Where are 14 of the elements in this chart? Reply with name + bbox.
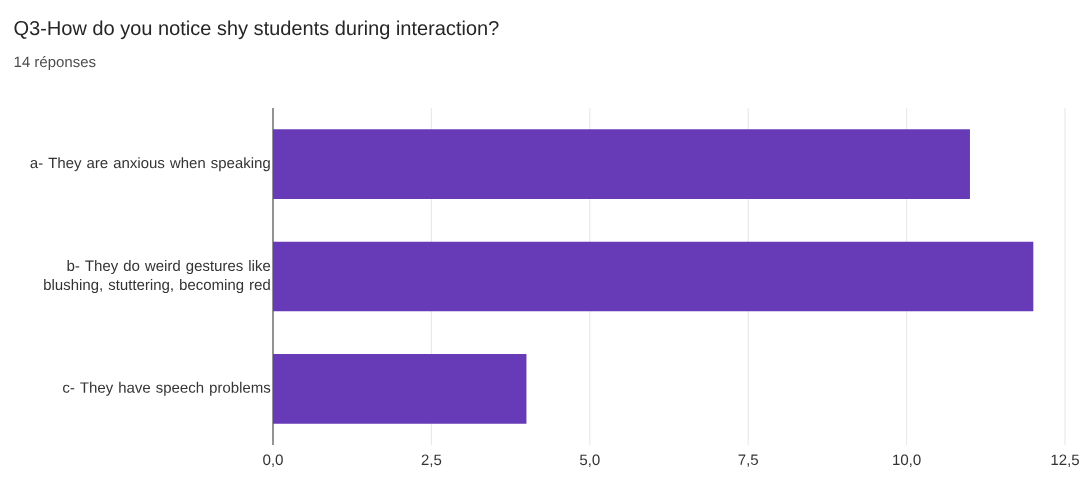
x-tick-label: 5,0 <box>579 454 600 467</box>
y-tick-label: a- They are anxious when speaking <box>30 157 270 172</box>
x-tick-label: 10,0 <box>893 454 921 467</box>
text: 14 réponses <box>14 55 96 71</box>
x-tick-label: 12,5 <box>1051 454 1079 467</box>
y-tick-label: b- They do weird gestures like blushing, stuttering, becoming red <box>44 260 271 293</box>
chart-title: Q3-How do you notice shy students during interaction? <box>14 20 499 40</box>
x-tick-label: 7,5 <box>738 454 759 467</box>
bar <box>273 354 527 424</box>
x-tick-label: 2,5 <box>421 454 442 467</box>
bar <box>273 129 970 199</box>
bar <box>273 241 1034 312</box>
y-tick-label: c- They have speech problems <box>63 381 271 396</box>
x-tick-label: 0,0 <box>263 454 283 467</box>
